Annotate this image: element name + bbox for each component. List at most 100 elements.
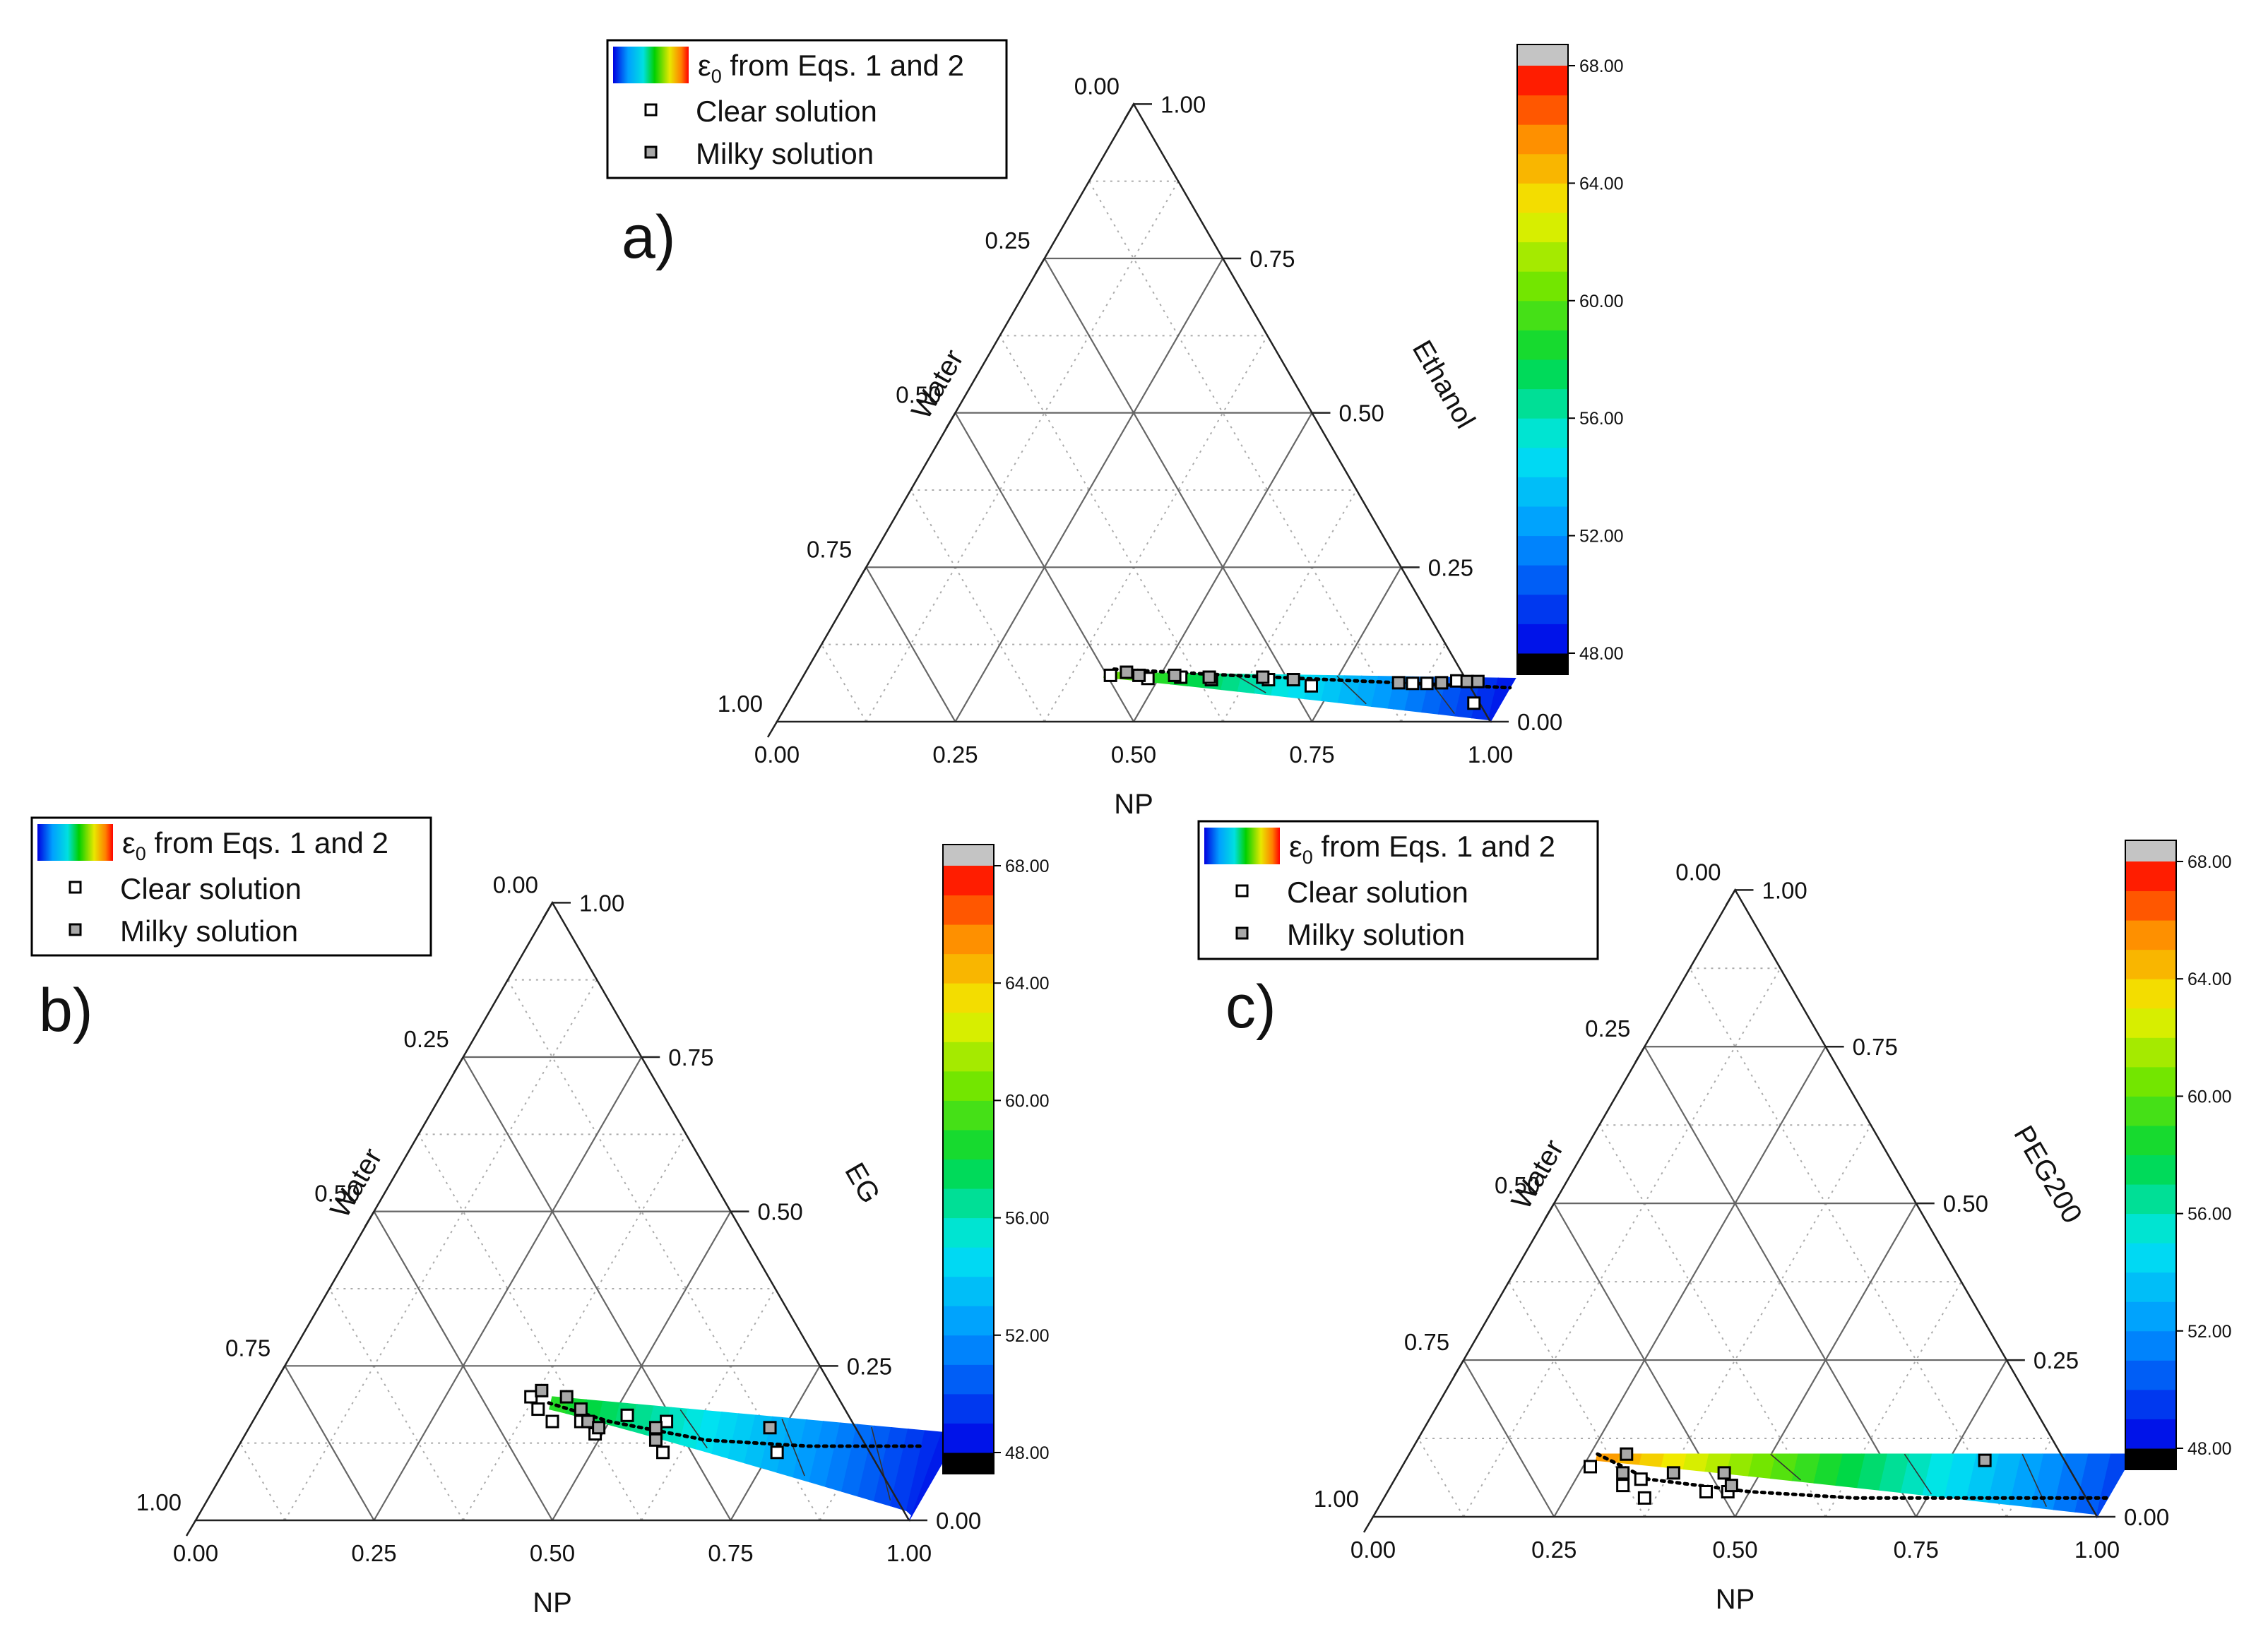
- left-tick-mark: [1123, 103, 1135, 120]
- colorbar-band: [1517, 153, 1568, 184]
- colorbar-band: [1517, 300, 1568, 330]
- legend-milky-marker: [69, 923, 82, 936]
- right-tick-label: 0.50: [758, 1199, 803, 1225]
- bottom-tick-label: 0.25: [351, 1540, 396, 1566]
- left-tick-label: 1.00: [718, 691, 763, 717]
- left-tick-label: 1.00: [136, 1489, 182, 1515]
- milky-solution-point: [1168, 668, 1182, 682]
- colorbar-band: [2125, 1272, 2176, 1302]
- colorbar-band: [943, 1217, 994, 1248]
- colorbar-band: [943, 983, 994, 1013]
- contour-line: [781, 1419, 805, 1477]
- colorbar-tick-label: 48.00: [1579, 644, 1624, 664]
- colorbar-tick-label: 68.00: [2187, 852, 2232, 872]
- left-tick-mark: [1634, 1046, 1646, 1063]
- clear-solution-point: [1467, 696, 1481, 710]
- colorbar-band: [943, 924, 994, 955]
- bottom-tick-label: 1.00: [886, 1540, 932, 1566]
- colorbar-frame: [1516, 44, 1569, 675]
- milky-solution-point: [1460, 674, 1474, 688]
- major-grid-line: [865, 566, 956, 722]
- clear-solution-point: [1103, 668, 1117, 682]
- colorbar-band: [943, 1042, 994, 1072]
- legend-milky-label: Milky solution: [120, 914, 298, 948]
- left-tick-label: 0.50: [896, 382, 941, 408]
- minor-grid-line: [239, 1443, 286, 1521]
- bottom-tick-label: 0.50: [530, 1540, 575, 1566]
- colorbar-band: [1517, 330, 1568, 360]
- bottom-tick-label: 0.00: [1350, 1537, 1396, 1563]
- milky-solution-point: [1132, 668, 1146, 682]
- right-tick-label: 1.00: [1160, 91, 1206, 117]
- major-grid-line: [1553, 1046, 1827, 1517]
- clear-solution-point: [545, 1414, 559, 1429]
- bottom-axis-name: NP: [533, 1587, 572, 1618]
- legend-clear-label: Clear solution: [696, 95, 877, 128]
- milky-solution-point: [1616, 1466, 1630, 1480]
- milky-solution-point: [1724, 1479, 1738, 1493]
- ternary-plot: 0.00 0.00 0.00 0.25 0.25 0.25 0.50 0.50 0.50 0.75…: [1314, 859, 2169, 1615]
- major-grid-line: [373, 1056, 643, 1521]
- colorbar-underflow-cap: [1517, 653, 1568, 674]
- colorbar-band: [1517, 535, 1568, 566]
- legend-clear-marker: [644, 103, 658, 117]
- colorbar-band: [1517, 66, 1568, 96]
- colorbar-band: [2125, 1301, 2176, 1332]
- milky-solution-point: [1978, 1453, 1992, 1467]
- left-tick-label: 0.25: [1585, 1015, 1630, 1042]
- left-tick-label: 0.75: [225, 1335, 271, 1361]
- panel-label: c): [1225, 973, 1276, 1041]
- bottom-axis-name: NP: [1114, 789, 1153, 820]
- colorbar-band: [1517, 124, 1568, 155]
- milky-solution-point: [559, 1390, 574, 1404]
- colorbar-band: [943, 895, 994, 925]
- colorbar-band: [1517, 565, 1568, 595]
- clear-solution-point: [1616, 1479, 1630, 1493]
- ternary-panel-c: c) ε0 from Eqs. 1 and 2 Clear solution M…: [1197, 820, 2232, 1615]
- milky-solution-point: [1666, 1466, 1680, 1480]
- right-tick-label: 0.75: [1249, 246, 1295, 272]
- colorbar-tick-label: 60.00: [1579, 292, 1624, 311]
- colorbar-tick-label: 52.00: [1579, 527, 1624, 547]
- colorbar-band: [943, 1100, 994, 1131]
- colorbar-band: [2125, 1330, 2176, 1361]
- ternary-plot: 0.00 0.00 0.00 0.25 0.25 0.25 0.50 0.50 0.50 0.75…: [136, 871, 981, 1618]
- left-tick-mark: [453, 1056, 464, 1073]
- left-tick-label: 0.00: [1074, 73, 1120, 99]
- minor-grid-line: [1463, 967, 1781, 1517]
- milky-solution-point: [1391, 676, 1406, 690]
- clear-solution-point: [1304, 679, 1318, 693]
- left-tick-mark: [542, 902, 554, 919]
- colorbar-band: [943, 1276, 994, 1306]
- colorbar-band: [2125, 890, 2176, 921]
- legend: ε0 from Eqs. 1 and 2 Clear solution Milk…: [606, 39, 1008, 179]
- minor-grid-line: [1418, 1438, 1464, 1517]
- colorbar-band: [2125, 861, 2176, 892]
- milky-solution-point: [1202, 670, 1216, 684]
- colorbar-tick-label: 52.00: [2187, 1322, 2232, 1342]
- minor-grid-line: [1088, 181, 1402, 722]
- left-tick-label: 0.50: [314, 1181, 360, 1207]
- ternary-plot: 0.00 0.00 0.00 0.25 0.25 0.25 0.50 0.50 0.50 0.75…: [718, 73, 1562, 820]
- minor-grid-line: [819, 1443, 865, 1521]
- ternary-panel-b: b) ε0 from Eqs. 1 and 2 Clear solution M…: [30, 816, 1050, 1618]
- colorbar-frame: [942, 844, 995, 1474]
- minor-grid-line: [284, 979, 598, 1521]
- left-tick-mark: [275, 1365, 286, 1382]
- clear-solution-point: [531, 1402, 545, 1417]
- left-tick-mark: [364, 1211, 375, 1228]
- bottom-tick-label: 0.25: [1531, 1537, 1577, 1563]
- bottom-tick-label: 0.00: [754, 741, 800, 768]
- milky-solution-point: [1435, 676, 1449, 690]
- milky-solution-point: [1286, 673, 1300, 687]
- milky-solution-point: [1471, 674, 1485, 688]
- colorbar-tick-label: 56.00: [1579, 409, 1624, 429]
- colorbar-tick-label: 64.00: [1579, 174, 1624, 193]
- ternary-panel-a: a) ε0 from Eqs. 1 and 2 Clear solution M…: [606, 39, 1624, 820]
- legend: ε0 from Eqs. 1 and 2 Clear solution Milk…: [1197, 820, 1599, 960]
- legend-gradient-swatch: [1204, 828, 1280, 864]
- colorbar-band: [2125, 979, 2176, 1009]
- colorbar-band: [1517, 95, 1568, 125]
- right-tick-label: 0.00: [2124, 1504, 2169, 1530]
- right-tick-label: 0.50: [1339, 400, 1384, 427]
